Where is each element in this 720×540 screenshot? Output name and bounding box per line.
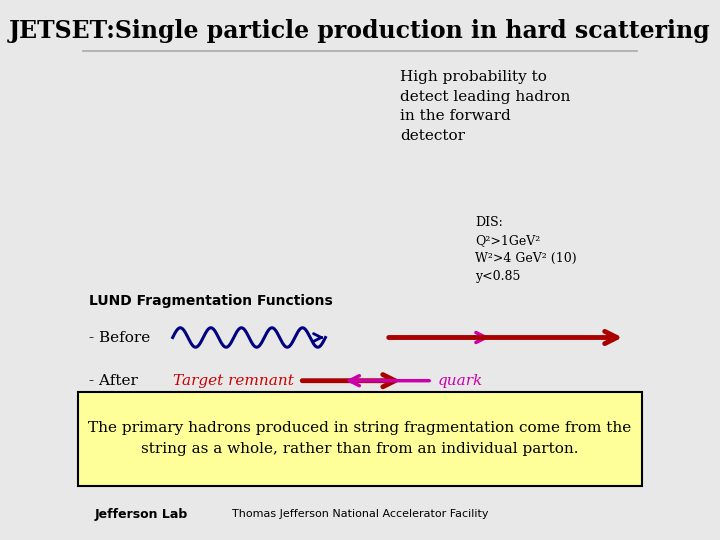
Text: quark: quark [438,374,483,388]
FancyBboxPatch shape [72,489,648,540]
Text: - Before: - Before [89,330,150,345]
Text: Target remnant: Target remnant [173,374,294,388]
Text: The primary hadrons produced in string fragmentation come from the
string as a w: The primary hadrons produced in string f… [89,421,631,456]
Text: JETSET:Single particle production in hard scattering: JETSET:Single particle production in har… [9,19,711,43]
Text: Jefferson Lab: Jefferson Lab [95,508,188,521]
Text: - After: - After [89,374,138,388]
FancyBboxPatch shape [78,392,642,486]
Text: LUND Fragmentation Functions: LUND Fragmentation Functions [89,294,333,308]
Text: DIS:
Q²>1GeV²
W²>4 GeV² (10)
y<0.85: DIS: Q²>1GeV² W²>4 GeV² (10) y<0.85 [475,216,577,283]
Text: High probability to
detect leading hadron
in the forward
detector: High probability to detect leading hadro… [400,70,571,143]
Text: Thomas Jefferson National Accelerator Facility: Thomas Jefferson National Accelerator Fa… [232,509,488,519]
